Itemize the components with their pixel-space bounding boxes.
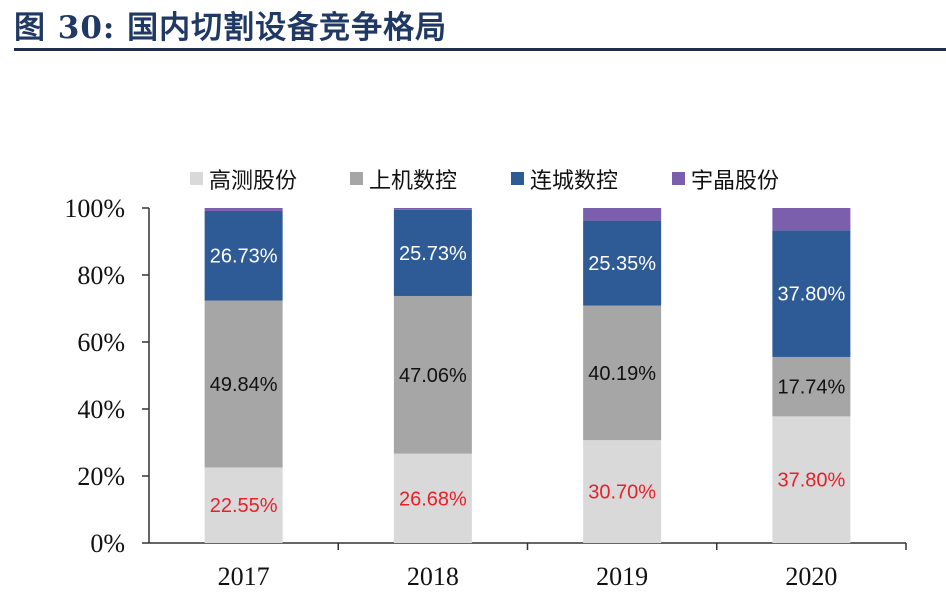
figure-title: 图 30: 国内切割设备竞争格局 [14, 10, 448, 46]
bar-segment [772, 230, 851, 357]
data-label: 47.06% [399, 365, 467, 387]
legend-label: 高测股份 [209, 169, 297, 194]
bar-segment [772, 416, 851, 543]
bar-segment [583, 440, 662, 543]
title-divider [14, 48, 946, 51]
bar-segment [204, 208, 283, 211]
bar-segment [204, 467, 283, 543]
legend-swatch [350, 172, 363, 185]
y-tick-label: 60% [77, 328, 125, 357]
data-label: 30.70% [588, 482, 656, 504]
bar-segment [772, 356, 851, 417]
bar-segment [393, 295, 472, 454]
data-label: 40.19% [588, 363, 656, 385]
data-label: 22.55% [210, 495, 278, 517]
data-label: 25.35% [588, 253, 656, 275]
bar-segment [204, 210, 283, 301]
x-tick-label: 2017 [218, 562, 270, 591]
legend-label: 上机数控 [369, 169, 457, 194]
bar-segment [583, 220, 662, 306]
legend-label: 宇晶股份 [691, 169, 779, 194]
bar-segment [393, 453, 472, 543]
data-label: 17.74% [777, 377, 845, 399]
legend-swatch [190, 172, 203, 185]
y-tick-label: 80% [77, 261, 125, 290]
legend-label: 连城数控 [530, 169, 618, 194]
y-tick-label: 100% [64, 194, 125, 223]
x-tick-label: 2018 [407, 562, 459, 591]
bar-segment [772, 208, 851, 231]
y-tick-label: 0% [90, 529, 125, 558]
bar-segment [393, 209, 472, 296]
data-label: 25.73% [399, 243, 467, 265]
x-tick-label: 2019 [596, 562, 648, 591]
data-label: 37.80% [777, 470, 845, 492]
bar-segment [583, 305, 662, 441]
bar-segment [204, 300, 283, 468]
legend-swatch [511, 172, 524, 185]
data-label: 26.73% [210, 246, 278, 268]
y-tick-label: 20% [77, 462, 125, 491]
data-label: 49.84% [210, 374, 278, 396]
bar-segment [393, 208, 472, 210]
legend-swatch [672, 172, 685, 185]
bar-segment [583, 208, 662, 221]
data-label: 37.80% [777, 284, 845, 306]
x-tick-label: 2020 [785, 562, 837, 591]
y-tick-label: 40% [77, 395, 125, 424]
data-label: 26.68% [399, 488, 467, 510]
